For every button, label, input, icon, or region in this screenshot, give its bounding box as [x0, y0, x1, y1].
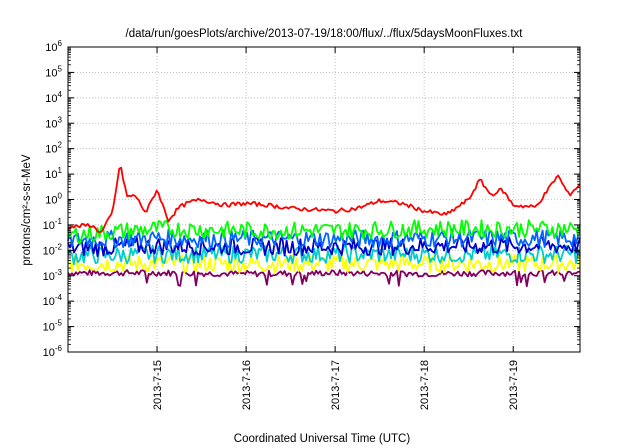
- y-tick-label: 10-2: [43, 242, 63, 257]
- y-tick-label: 101: [45, 166, 62, 181]
- series-line: [67, 166, 581, 234]
- y-tick-label: 10-4: [43, 293, 63, 308]
- plot-frame: [67, 46, 581, 353]
- x-tick-label: 2013-7-16: [241, 360, 253, 410]
- y-tick-label: 106: [45, 39, 62, 54]
- x-tick-label: 2013-7-19: [508, 360, 520, 410]
- grid-lines: [68, 46, 580, 353]
- series-line: [67, 228, 581, 249]
- series-line: [67, 236, 581, 258]
- x-axis-label: Coordinated Universal Time (UTC): [234, 433, 411, 445]
- y-tick-label: 10-1: [43, 217, 63, 232]
- y-tick-label: 100: [45, 192, 62, 207]
- y-tick-label: 104: [45, 90, 62, 105]
- series-line: [67, 253, 581, 274]
- y-axis-label: protons/cm²-s-sr-MeV: [21, 154, 33, 266]
- y-tick-label: 105: [45, 64, 62, 79]
- x-tick-label: 2013-7-18: [419, 360, 431, 410]
- y-tick-label: 102: [45, 141, 62, 156]
- y-tick-label: 10-6: [43, 344, 63, 359]
- y-tick-label: 103: [45, 115, 62, 130]
- series-lines: [67, 166, 581, 288]
- y-tick-label: 10-3: [43, 268, 63, 283]
- chart-title: /data/run/goesPlots/archive/2013-07-19/1…: [126, 28, 524, 40]
- y-tick-label: 10-5: [43, 319, 63, 334]
- x-tick-label: 2013-7-15: [152, 360, 164, 410]
- x-tick-label: 2013-7-17: [330, 360, 342, 410]
- series-line: [67, 269, 581, 288]
- series-line: [67, 219, 581, 245]
